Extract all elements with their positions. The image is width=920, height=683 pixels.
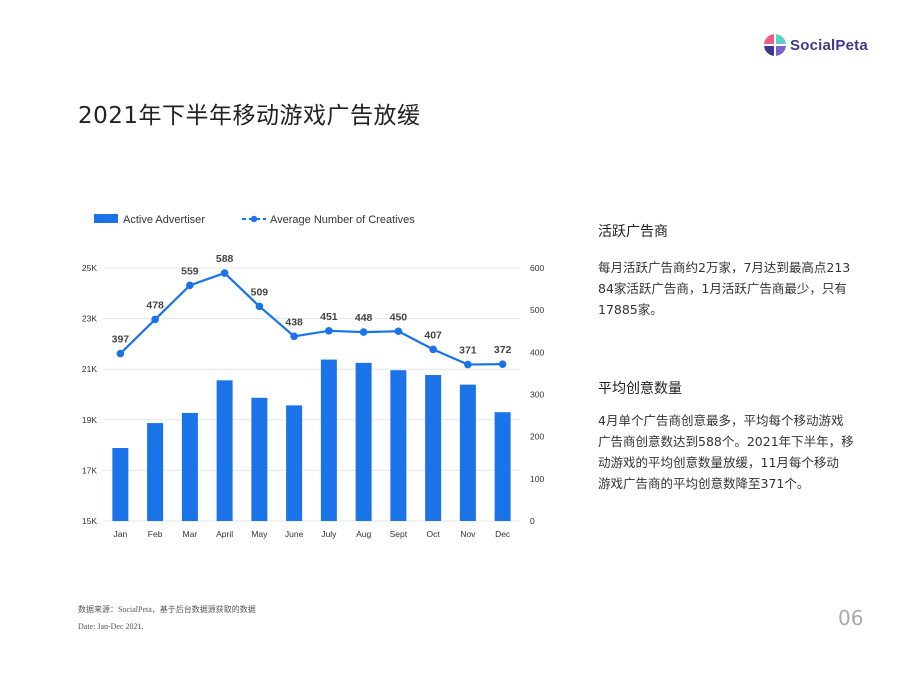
left-axis-tick: 21K (82, 364, 97, 374)
x-axis-label: May (251, 529, 268, 539)
line-point (359, 328, 368, 336)
right-axis-tick: 0 (530, 516, 535, 526)
line-point (429, 345, 437, 354)
line-point (255, 302, 264, 311)
x-axis-label: Jan (114, 529, 128, 539)
right-axis-tick: 600 (530, 263, 544, 273)
data-source: 数据来源：SocialPeta，基于后台数据源获取的数据 (78, 605, 256, 614)
panel-line: 每月活跃广告商约2万家，7月达到最高点213 (598, 260, 851, 275)
bar-mar (181, 412, 198, 521)
x-axis-label: June (285, 529, 304, 539)
page-title: 2021年下半年移动游戏广告放缓 (78, 103, 421, 129)
right-axis-tick: 200 (530, 432, 544, 442)
bar-july (320, 359, 337, 521)
line-point (290, 332, 298, 341)
active-advertiser-panel: 活跃广告商 每月活跃广告商约2万家，7月达到最高点213 84家活跃广告商，1月… (598, 221, 866, 320)
combo-chart: 15K 17K 19K 21K 23K 25K 0 100 200 300 400 500 600 Jan… (82, 214, 544, 539)
legend-swatch-marker (250, 215, 258, 223)
x-axis-label: Aug (356, 529, 371, 539)
right-axis-tick: 400 (530, 347, 544, 357)
data-label: 372 (494, 344, 512, 356)
socialpeta-logo: SocialPeta (763, 33, 868, 57)
legend-label: Average Number of Creatives (270, 214, 415, 226)
right-axis-tick: 100 (530, 474, 544, 484)
panel-line: 广告商创意数达到588个。2021年下半年，移 (598, 434, 854, 449)
right-axis-tick: 500 (530, 305, 544, 315)
bar-sept (390, 370, 407, 521)
left-axis-tick: 17K (82, 465, 97, 475)
panel-line: 动游戏的平均创意数量放缓，11月每个移动 (598, 455, 839, 470)
right-axis-tick: 300 (530, 390, 544, 400)
left-axis-tick: 15K (82, 516, 97, 526)
data-label: 588 (216, 253, 234, 265)
legend-swatch-bar (94, 214, 118, 223)
x-axis-label: Oct (427, 529, 441, 539)
left-axis-tick: 23K (82, 314, 97, 324)
x-axis-label: April (216, 529, 233, 539)
x-axis-label: Feb (148, 529, 163, 539)
panel-line: 84家活跃广告商，1月活跃广告商最少，只有 (598, 281, 847, 296)
data-date: Date: Jan-Dec 2021. (78, 622, 144, 631)
data-label: 478 (146, 299, 164, 311)
data-label: 397 (112, 334, 130, 346)
data-label: 448 (355, 312, 373, 324)
bar-dec (494, 412, 511, 521)
line-point (116, 349, 125, 358)
logo-icon (764, 34, 786, 56)
x-axis-label: July (321, 529, 337, 539)
x-axis-label: Mar (183, 529, 198, 539)
bar-feb (147, 423, 164, 521)
x-axis-label: Sept (390, 529, 408, 539)
line-point (394, 327, 403, 336)
line-point (220, 269, 229, 277)
panel-line: 游戏广告商的平均创意数降至371个。 (598, 476, 810, 491)
bar-oct (425, 375, 442, 521)
panel-heading: 平均创意数量 (598, 381, 682, 397)
panel-heading: 活跃广告商 (598, 224, 668, 240)
line-point (186, 281, 194, 290)
page-number: 06 (838, 606, 864, 630)
left-axis-tick: 19K (82, 415, 97, 425)
data-label: 451 (320, 311, 338, 323)
avg-creatives-panel: 平均创意数量 4月单个广告商创意最多，平均每个移动游戏 广告商创意数达到588个… (598, 378, 866, 494)
bar-may (251, 397, 268, 521)
data-label: 559 (181, 265, 199, 277)
legend-label: Active Advertiser (123, 214, 205, 226)
data-label: 438 (285, 316, 303, 328)
creatives-line (119, 271, 503, 366)
data-label: 509 (251, 286, 269, 298)
panel-line: 4月单个广告商创意最多，平均每个移动游戏 (598, 413, 844, 428)
data-label: 450 (390, 311, 408, 323)
line-point (498, 360, 507, 368)
line-point (325, 327, 333, 335)
bar-aug (355, 362, 372, 521)
data-label: 407 (424, 329, 442, 341)
x-axis-label: Dec (495, 529, 511, 539)
bar-nov (459, 384, 476, 521)
x-axis-label: Nov (460, 529, 476, 539)
bar-june (286, 405, 303, 521)
left-axis-tick: 25K (82, 263, 97, 273)
bar-jan (112, 448, 129, 521)
bar-april (216, 380, 233, 521)
logo-text: SocialPeta (790, 36, 868, 54)
panel-line: 17885家。 (598, 302, 663, 317)
line-point (151, 315, 159, 324)
data-label: 371 (459, 345, 477, 357)
line-point (464, 360, 472, 369)
